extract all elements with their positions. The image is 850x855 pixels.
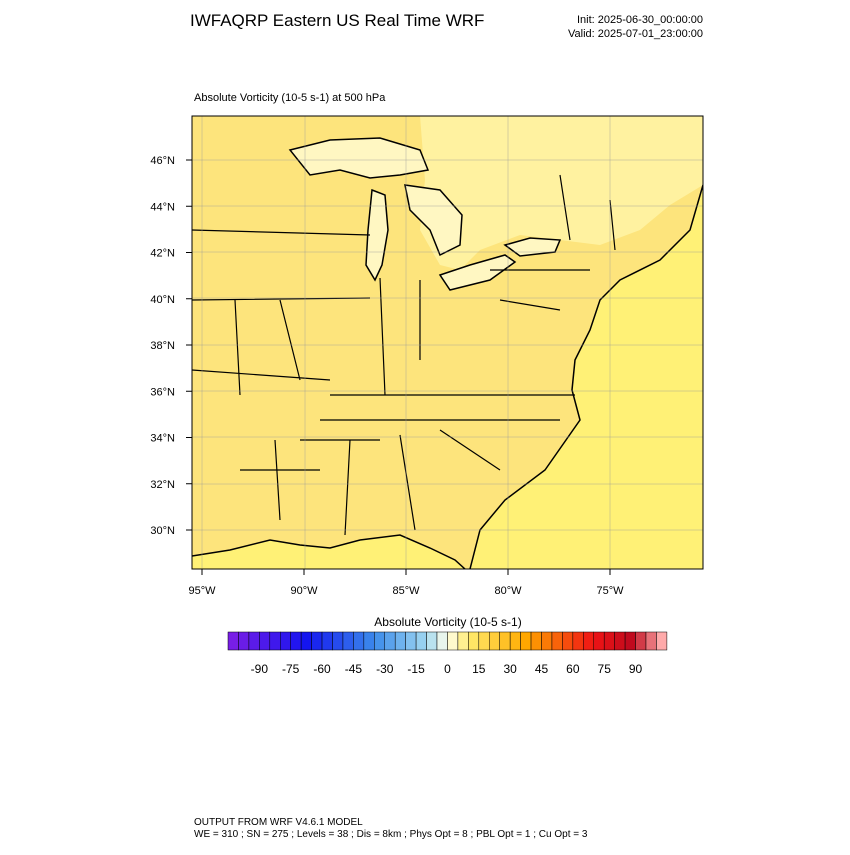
colorbar-box <box>583 631 594 651</box>
lat-label: 36°N <box>150 386 175 398</box>
lat-label: 30°N <box>150 525 175 537</box>
colorbar-box <box>478 631 490 651</box>
colorbar-box <box>572 631 584 651</box>
colorbar-box <box>645 631 657 651</box>
colorbar-tick-label: 75 <box>598 662 612 676</box>
colorbar-box <box>290 631 302 651</box>
colorbar-tick-label: -75 <box>282 662 300 676</box>
colorbar-tick-label: 15 <box>472 662 486 676</box>
lon-label: 90°W <box>290 585 318 597</box>
lat-label: 34°N <box>150 433 175 445</box>
lat-label: 38°N <box>150 340 175 352</box>
colorbar-box <box>238 631 250 651</box>
lat-label: 42°N <box>150 248 175 260</box>
colorbar-box <box>321 631 333 651</box>
lat-label: 44°N <box>150 201 175 213</box>
colorbar-box <box>530 631 542 651</box>
colorbar-box <box>603 631 615 651</box>
colorbar-box <box>280 631 291 651</box>
colorbar-box <box>353 631 365 651</box>
colorbar-box <box>269 631 281 651</box>
colorbar-box <box>311 631 323 651</box>
colorbar-box <box>457 631 469 651</box>
colorbar-box <box>259 631 271 651</box>
colorbar-box <box>300 631 312 651</box>
colorbar-box <box>342 631 354 651</box>
lon-label: 95°W <box>188 585 216 597</box>
colorbar-box <box>509 631 521 651</box>
colorbar-tick-label: 0 <box>444 662 451 676</box>
colorbar-tick-label: -90 <box>251 662 269 676</box>
map-subtitle: Absolute Vorticity (10-5 s-1) at 500 hPa <box>194 92 386 104</box>
colorbar-box <box>624 631 636 651</box>
colorbar-tick-label: -60 <box>313 662 331 676</box>
lon-label: 85°W <box>392 585 420 597</box>
colorbar-box <box>656 631 668 651</box>
colorbar-box <box>489 631 500 651</box>
valid-time: Valid: 2025-07-01_23:00:00 <box>568 28 703 40</box>
colorbar-box <box>562 631 574 651</box>
colorbar-box <box>520 631 532 651</box>
colorbar-box <box>415 631 427 651</box>
colorbar-box <box>436 631 448 651</box>
colorbar-box <box>384 631 396 651</box>
title: IWFAQRP Eastern US Real Time WRF <box>190 11 484 30</box>
colorbar-box <box>363 631 375 651</box>
colorbar-box <box>635 631 647 651</box>
lon-label: 80°W <box>494 585 522 597</box>
colorbar-tick-label: 30 <box>503 662 517 676</box>
colorbar-box <box>426 631 438 651</box>
map <box>192 116 703 569</box>
colorbar-box <box>394 631 406 651</box>
lat-label: 32°N <box>150 479 175 491</box>
lat-label: 40°N <box>150 294 175 306</box>
footer-line: OUTPUT FROM WRF V4.6.1 MODEL <box>194 817 363 828</box>
colorbar-tick-label: -30 <box>376 662 394 676</box>
lon-label: 75°W <box>596 585 624 597</box>
colorbar-box <box>499 631 511 651</box>
colorbar-tick-label: -45 <box>345 662 363 676</box>
colorbar-box <box>593 631 605 651</box>
colorbar-tick-label: 45 <box>535 662 549 676</box>
colorbar-box <box>447 631 459 651</box>
init-time: Init: 2025-06-30_00:00:00 <box>577 14 703 26</box>
colorbar-box <box>227 631 239 651</box>
colorbar-box <box>405 631 417 651</box>
colorbar-box <box>614 631 626 651</box>
colorbar-tick-label: 90 <box>629 662 643 676</box>
colorbar-box <box>468 631 480 651</box>
footer-line: WE = 310 ; SN = 275 ; Levels = 38 ; Dis … <box>194 829 588 840</box>
colorbar-tick-label: -15 <box>407 662 425 676</box>
lat-label: 46°N <box>150 155 175 167</box>
colorbar-box <box>332 631 344 651</box>
colorbar-box <box>248 631 260 651</box>
colorbar-label: Absolute Vorticity (10-5 s-1) <box>374 615 521 629</box>
colorbar-box <box>374 631 385 651</box>
colorbar-tick-label: 60 <box>566 662 580 676</box>
colorbar-box <box>541 631 553 651</box>
colorbar-box <box>551 631 563 651</box>
